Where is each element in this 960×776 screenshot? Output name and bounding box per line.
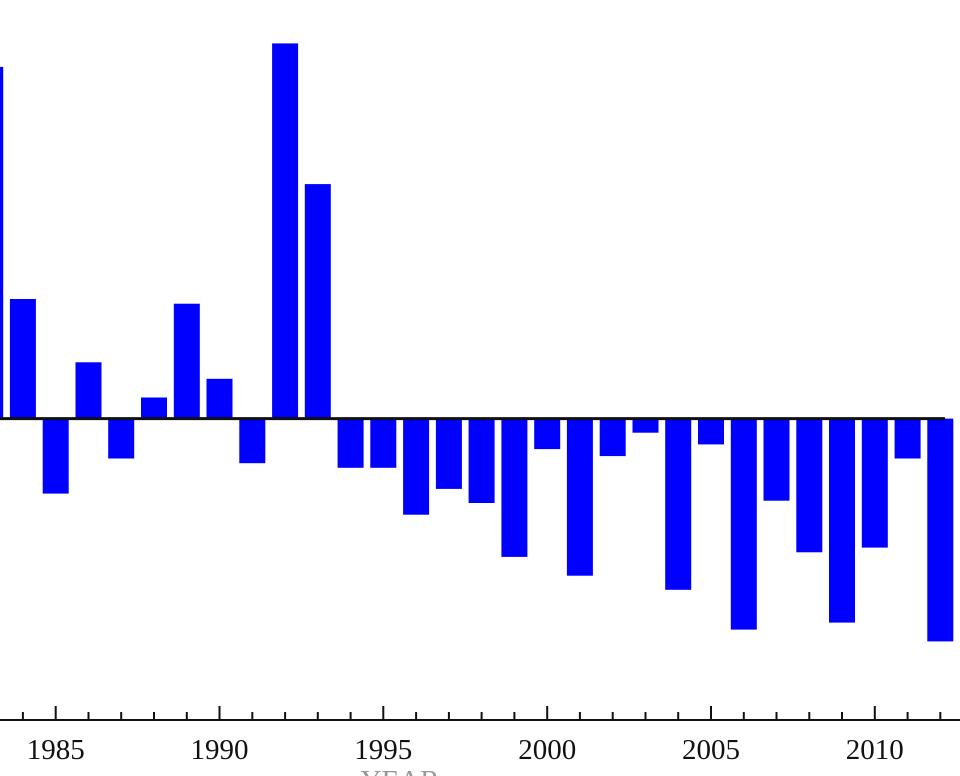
bar-2010 [861,418,888,548]
x-axis-tick-labels: 1985 1990 1995 2000 2005 2010 [27,734,904,766]
bar-2005 [698,418,724,445]
bar-1994 [337,418,364,468]
tick-label-1995: 1995 [354,734,412,766]
tick-label-2000: 2000 [518,734,576,766]
bar-2003 [632,418,659,433]
bar-2006 [730,418,757,630]
bar-2002 [599,418,626,457]
x-axis-label: YEAR [361,765,441,776]
bar-2008 [796,418,823,553]
bar-1988 [141,397,167,419]
bars [0,43,954,642]
bar-1997 [435,418,462,489]
bar-2000 [534,418,561,450]
tick-label-1985: 1985 [27,734,85,766]
bar-2004 [665,418,692,590]
bar-2007 [763,418,790,501]
bar-1991 [239,418,266,464]
tick-label-2010: 2010 [846,734,904,766]
bar-1993 [304,184,331,419]
bar-1987 [108,418,135,459]
tick-label-2005: 2005 [682,734,740,766]
bar-2011 [894,418,921,459]
bar-1995 [370,418,397,468]
tick-label-1990: 1990 [191,734,249,766]
bar-1989 [173,303,200,419]
bar-2001 [566,418,593,576]
bar-1990 [206,378,233,419]
bar-1992 [272,43,299,419]
bar-1984 [9,299,36,419]
bar-1998 [468,418,495,503]
bar-1986 [75,362,102,419]
bar-1996 [403,418,430,515]
x-axis-ticks [21,706,942,720]
bar-2009 [829,418,855,623]
bar-1999 [501,418,528,557]
bar-2012 [927,418,954,642]
bar-1985 [42,418,69,494]
bar-1983 [0,66,4,419]
